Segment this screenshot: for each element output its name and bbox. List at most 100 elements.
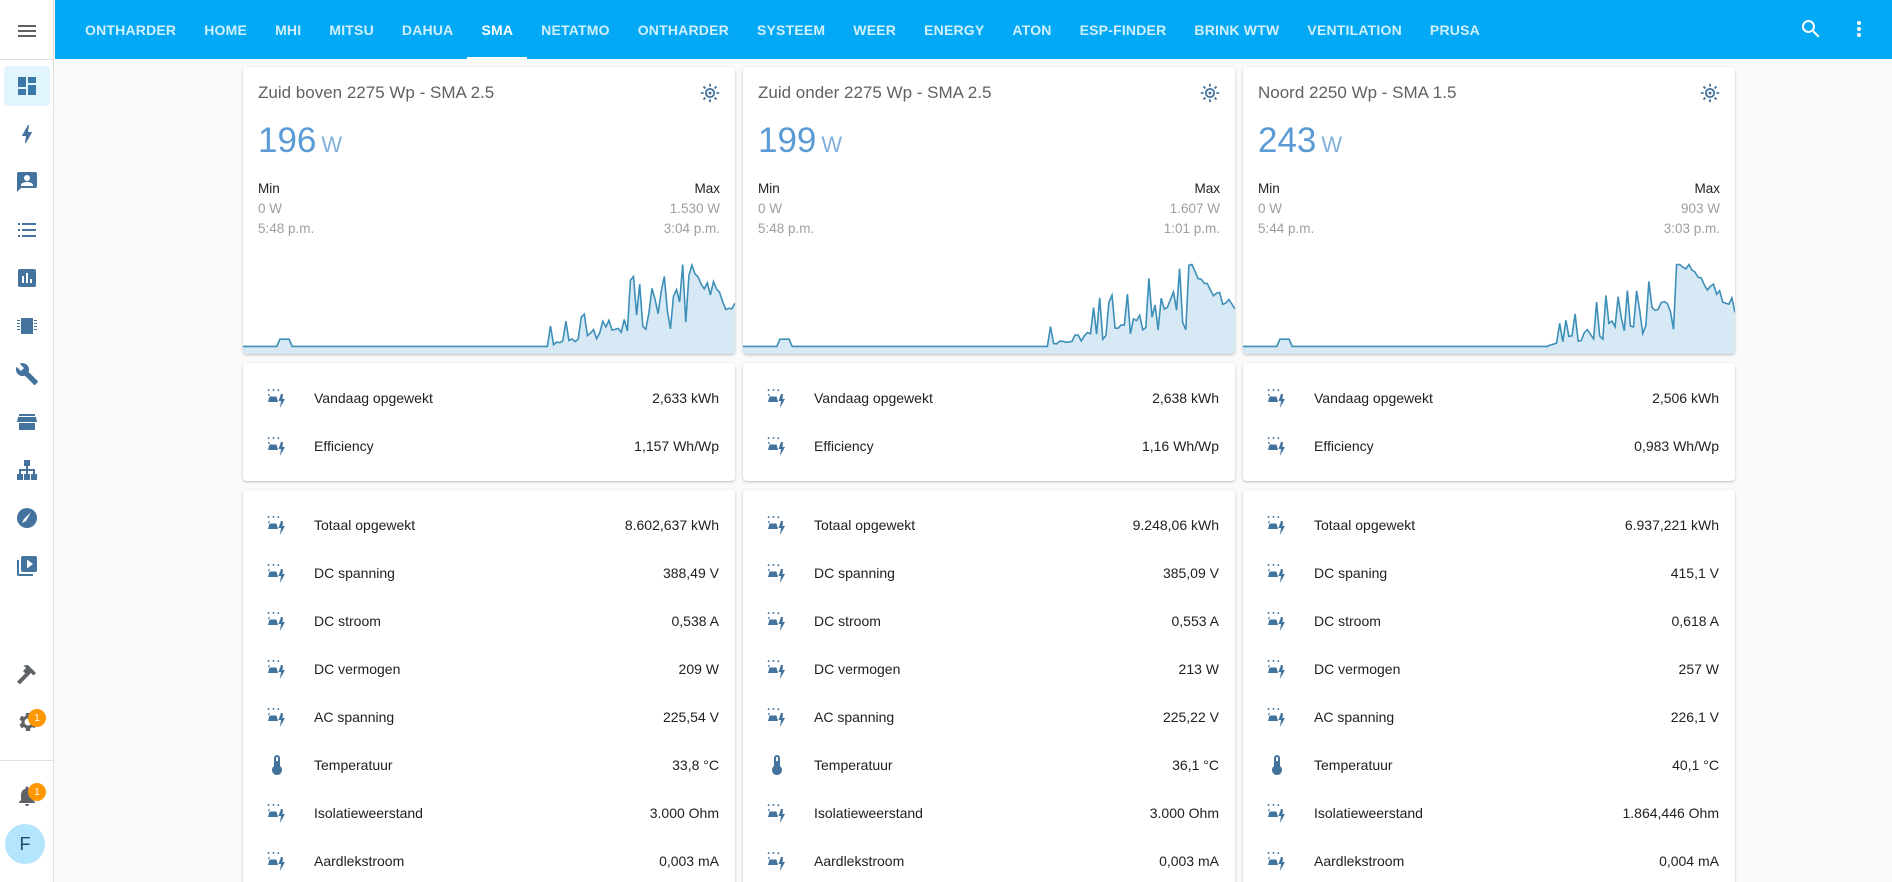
tab-brink-wtw[interactable]: BRINK WTW xyxy=(1194,21,1280,38)
tab-home[interactable]: HOME xyxy=(204,21,248,38)
entity-row[interactable]: Totaal opgewekt 6.937,221 kWh xyxy=(1243,501,1735,549)
entity-value: 1,157 Wh/Wp xyxy=(634,438,719,454)
power-history-graph[interactable] xyxy=(243,254,735,354)
entity-value: 0,553 A xyxy=(1171,613,1220,629)
entity-row[interactable]: AC spanning 226,1 V xyxy=(1243,693,1735,741)
solar-power-icon xyxy=(1265,561,1289,585)
sidebar-item-logbook[interactable] xyxy=(0,160,54,204)
sidebar-item-network[interactable] xyxy=(0,448,54,492)
entity-row[interactable]: DC spanning 385,09 V xyxy=(743,549,1235,597)
tab-weer[interactable]: WEER xyxy=(853,21,897,38)
entity-name: Efficiency xyxy=(314,438,374,454)
entity-row[interactable]: DC stroom 0,553 A xyxy=(743,597,1235,645)
sidebar-item-hacs[interactable] xyxy=(0,400,54,444)
tab-esp-finder[interactable]: ESP-FINDER xyxy=(1079,21,1167,38)
entity-row[interactable]: Isolatieweerstand 3.000 Ohm xyxy=(243,789,735,837)
entity-row[interactable]: Aardlekstroom 0,003 mA xyxy=(743,837,1235,882)
tab-aton[interactable]: ATON xyxy=(1012,21,1052,38)
entity-value: 0,538 A xyxy=(671,613,720,629)
entity-name: Vandaag opgewekt xyxy=(1314,390,1433,406)
entity-row[interactable]: DC spanning 388,49 V xyxy=(243,549,735,597)
tab-ontharder[interactable]: ONTHARDER xyxy=(637,21,729,38)
sidebar-item-developer-tools[interactable] xyxy=(0,652,54,696)
sidebar-item-settings[interactable] xyxy=(0,700,54,744)
sidebar-item-history[interactable] xyxy=(0,256,54,300)
entity-name: Temperatuur xyxy=(814,757,893,773)
search-button[interactable] xyxy=(1799,17,1823,41)
sidebar-item-tools[interactable] xyxy=(0,352,54,396)
thermometer-icon xyxy=(765,753,789,777)
entity-row[interactable]: Temperatuur 40,1 °C xyxy=(1243,741,1735,789)
entity-row[interactable]: Temperatuur 33,8 °C xyxy=(243,741,735,789)
energy-card: Vandaag opgewekt 2,633 kWh Efficiency 1,… xyxy=(243,363,735,481)
sensor-card[interactable]: Zuid onder 2275 Wp - SMA 2.5 199 W Min 0 … xyxy=(743,67,1235,354)
entity-value: 33,8 °C xyxy=(672,757,719,773)
more-menu-button[interactable] xyxy=(1847,17,1871,41)
entity-row[interactable]: DC stroom 0,618 A xyxy=(1243,597,1735,645)
tab-mhi[interactable]: MHI xyxy=(275,21,302,38)
entity-row[interactable]: AC spanning 225,22 V xyxy=(743,693,1235,741)
entity-name: Aardlekstroom xyxy=(814,853,905,869)
min-label: Min xyxy=(258,181,280,196)
card-title: Zuid onder 2275 Wp - SMA 2.5 xyxy=(758,83,992,102)
entity-row[interactable]: Efficiency 1,157 Wh/Wp xyxy=(243,422,735,470)
power-history-graph[interactable] xyxy=(743,254,1235,354)
power-history-graph[interactable] xyxy=(1243,254,1735,354)
sidebar-item-map[interactable] xyxy=(0,496,54,540)
entity-row[interactable]: AC spanning 225,54 V xyxy=(243,693,735,741)
max-time: 3:03 p.m. xyxy=(1663,221,1720,236)
sidebar-item-esphome[interactable] xyxy=(0,304,54,348)
entity-value: 40,1 °C xyxy=(1672,757,1719,773)
sidebar-item-list[interactable] xyxy=(0,208,54,252)
tab-ventilation[interactable]: VENTILATION xyxy=(1307,21,1402,38)
entity-row[interactable]: Isolatieweerstand 3.000 Ohm xyxy=(743,789,1235,837)
tab-prusa[interactable]: PRUSA xyxy=(1429,21,1480,38)
entity-row[interactable]: Isolatieweerstand 1.864,446 Ohm xyxy=(1243,789,1735,837)
entity-value: 2,638 kWh xyxy=(1152,390,1219,406)
play-box-multiple-icon xyxy=(17,556,37,576)
tab-energy[interactable]: ENERGY xyxy=(924,21,985,38)
compass-icon xyxy=(17,508,37,528)
entity-name: DC spanning xyxy=(314,565,395,581)
entity-name: Efficiency xyxy=(814,438,874,454)
tab-mitsu[interactable]: MITSU xyxy=(329,21,374,38)
entity-row[interactable]: Vandaag opgewekt 2,638 kWh xyxy=(743,374,1235,422)
entity-row[interactable]: Aardlekstroom 0,003 mA xyxy=(243,837,735,882)
entity-row[interactable]: DC vermogen 257 W xyxy=(1243,645,1735,693)
entity-name: Temperatuur xyxy=(314,757,393,773)
sun-settings-icon[interactable] xyxy=(699,82,721,104)
sun-settings-icon[interactable] xyxy=(1199,82,1221,104)
sidebar-item-energy[interactable] xyxy=(0,112,54,156)
tab-sma[interactable]: SMA xyxy=(467,0,527,59)
entity-value: 0,004 mA xyxy=(1659,853,1719,869)
graph-area xyxy=(743,264,1235,354)
sun-settings-icon[interactable] xyxy=(1699,82,1721,104)
avatar[interactable]: F xyxy=(5,824,45,864)
sidebar-item-overview[interactable] xyxy=(0,64,54,108)
entity-row[interactable]: DC vermogen 213 W xyxy=(743,645,1235,693)
tab-ontharder[interactable]: ONTHARDER xyxy=(85,21,177,38)
solar-power-icon xyxy=(265,609,289,633)
tab-systeem[interactable]: SYSTEEM xyxy=(756,21,826,38)
entity-row[interactable]: Totaal opgewekt 9.248,06 kWh xyxy=(743,501,1235,549)
menu-button[interactable] xyxy=(0,9,54,53)
entity-row[interactable]: DC spaning 415,1 V xyxy=(1243,549,1735,597)
entity-row[interactable]: DC stroom 0,538 A xyxy=(243,597,735,645)
tab-netatmo[interactable]: NETATMO xyxy=(541,21,610,38)
entity-row[interactable]: DC vermogen 209 W xyxy=(243,645,735,693)
entity-row[interactable]: Vandaag opgewekt 2,506 kWh xyxy=(1243,374,1735,422)
sensor-card[interactable]: Zuid boven 2275 Wp - SMA 2.5 196 W Min 0 … xyxy=(243,67,735,354)
state-value: 199 xyxy=(758,121,817,160)
entity-row[interactable]: Aardlekstroom 0,004 mA xyxy=(1243,837,1735,882)
tab-dahua[interactable]: DAHUA xyxy=(401,21,454,38)
entity-row[interactable]: Efficiency 0,983 Wh/Wp xyxy=(1243,422,1735,470)
search-icon xyxy=(1801,20,1820,38)
sidebar-item-media[interactable] xyxy=(0,544,54,588)
entity-row[interactable]: Temperatuur 36,1 °C xyxy=(743,741,1235,789)
entity-value: 9.248,06 kWh xyxy=(1132,517,1219,533)
entity-row[interactable]: Vandaag opgewekt 2,633 kWh xyxy=(243,374,735,422)
entity-row[interactable]: Efficiency 1,16 Wh/Wp xyxy=(743,422,1235,470)
sidebar-item-notifications[interactable] xyxy=(0,774,54,818)
sensor-card[interactable]: Noord 2250 Wp - SMA 1.5 243 W Min 0 W 5:4… xyxy=(1243,67,1735,354)
entity-row[interactable]: Totaal opgewekt 8.602,637 kWh xyxy=(243,501,735,549)
